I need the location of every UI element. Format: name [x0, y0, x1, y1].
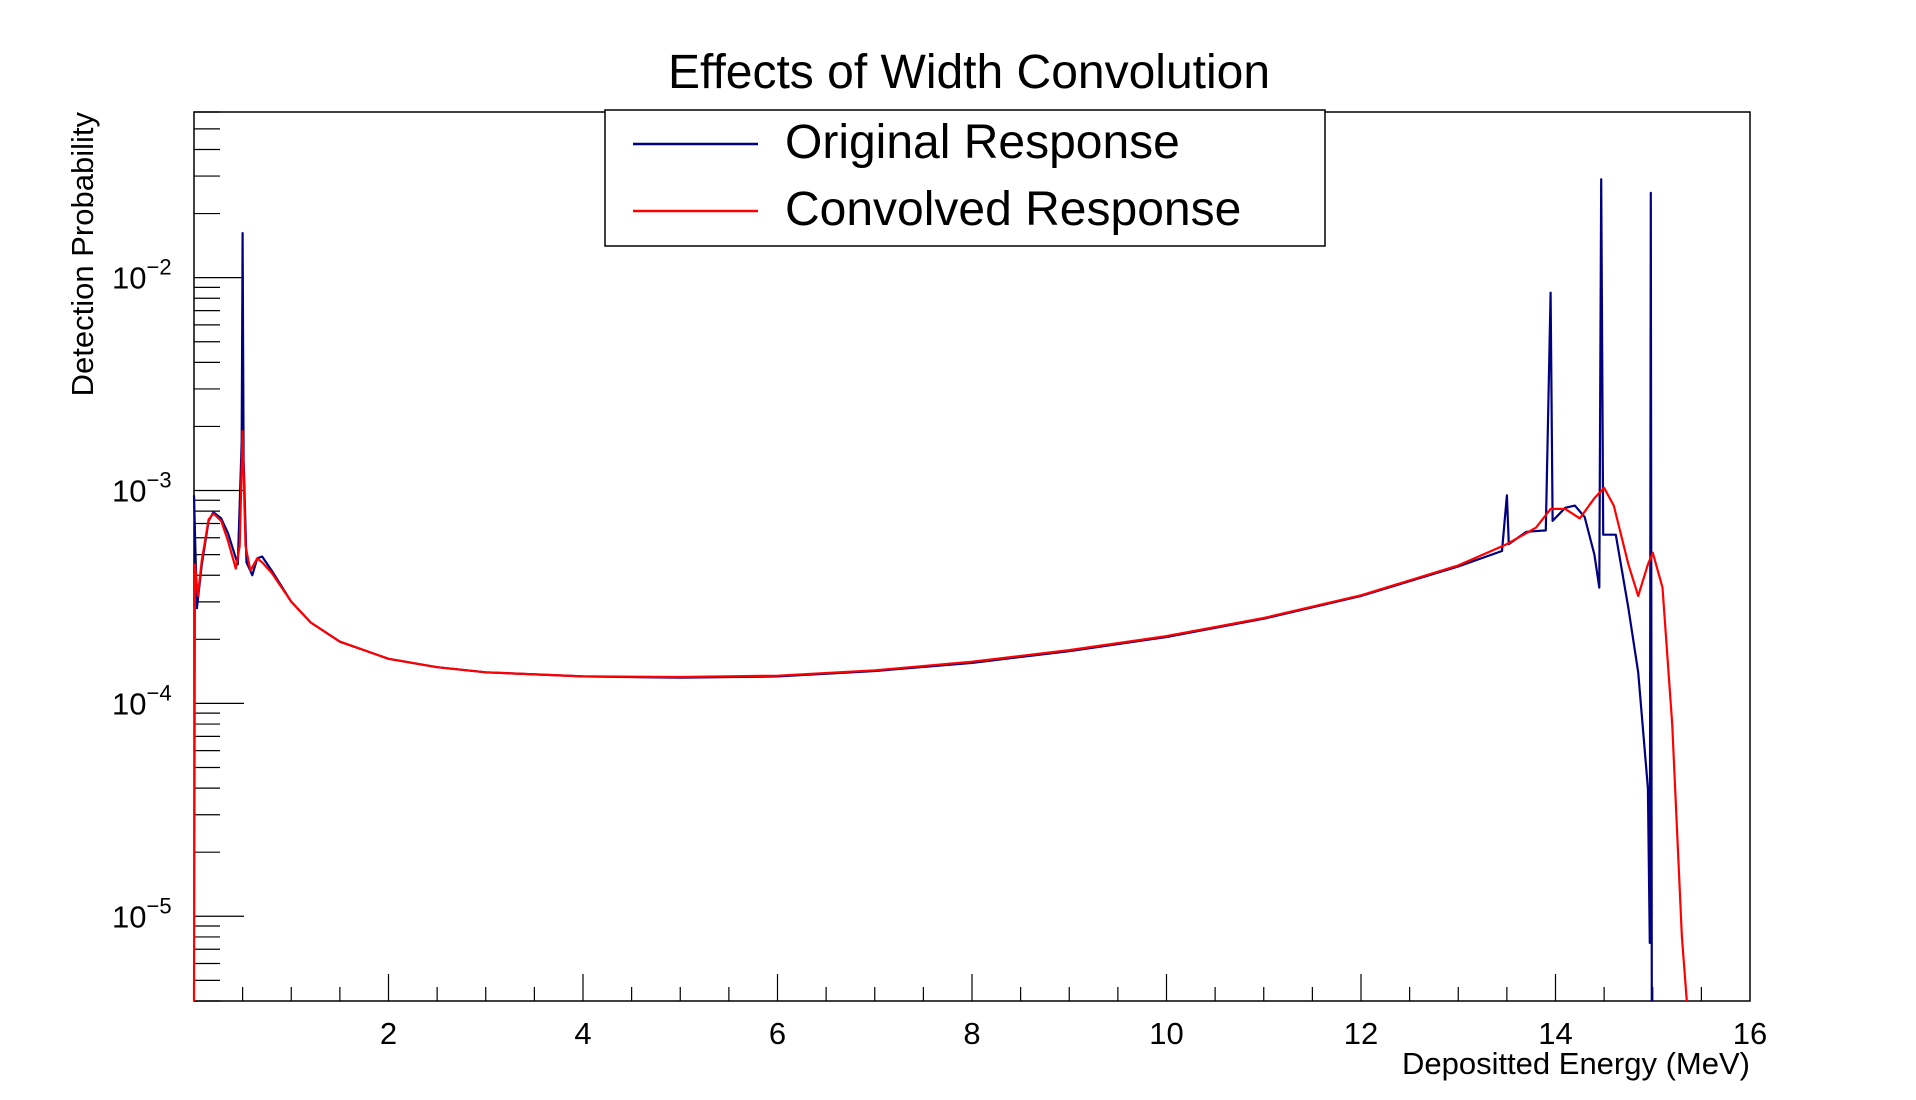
x-tick-label: 2 [380, 1016, 397, 1051]
legend: Original Response Convolved Response [604, 109, 1326, 247]
y-axis-tick-labels: 10−5 10−4 10−3 10−2 [112, 255, 172, 935]
x-tick-label: 8 [963, 1016, 980, 1051]
x-tick-label: 12 [1344, 1016, 1378, 1051]
series-line-original [192, 178, 1653, 1002]
x-axis-ticks [242, 974, 1702, 1001]
y-tick-label: 10−3 [112, 468, 172, 509]
y-tick-label: 10−2 [112, 255, 172, 296]
x-axis-label: Depositted Energy (MeV) [1402, 1046, 1750, 1081]
y-tick-label: 10−5 [112, 893, 172, 934]
legend-box [604, 109, 1326, 247]
legend-label-convolved: Convolved Response [785, 183, 1241, 236]
x-tick-label: 10 [1149, 1016, 1183, 1051]
legend-label-original: Original Response [785, 116, 1180, 169]
series-layer [192, 178, 1688, 1002]
x-tick-label: 4 [574, 1016, 591, 1051]
y-axis-ticks [194, 111, 244, 1002]
x-axis-tick-labels: 2 4 6 8 10 12 14 16 [380, 1016, 1767, 1051]
series-line-convolved [192, 430, 1688, 1002]
x-tick-label: 14 [1538, 1016, 1572, 1051]
y-tick-label: 10−4 [112, 680, 172, 721]
x-tick-label: 16 [1733, 1016, 1767, 1051]
x-tick-label: 6 [769, 1016, 786, 1051]
chart-title: Effects of Width Convolution [668, 46, 1270, 99]
y-axis-label: Detection Probability [65, 112, 100, 397]
